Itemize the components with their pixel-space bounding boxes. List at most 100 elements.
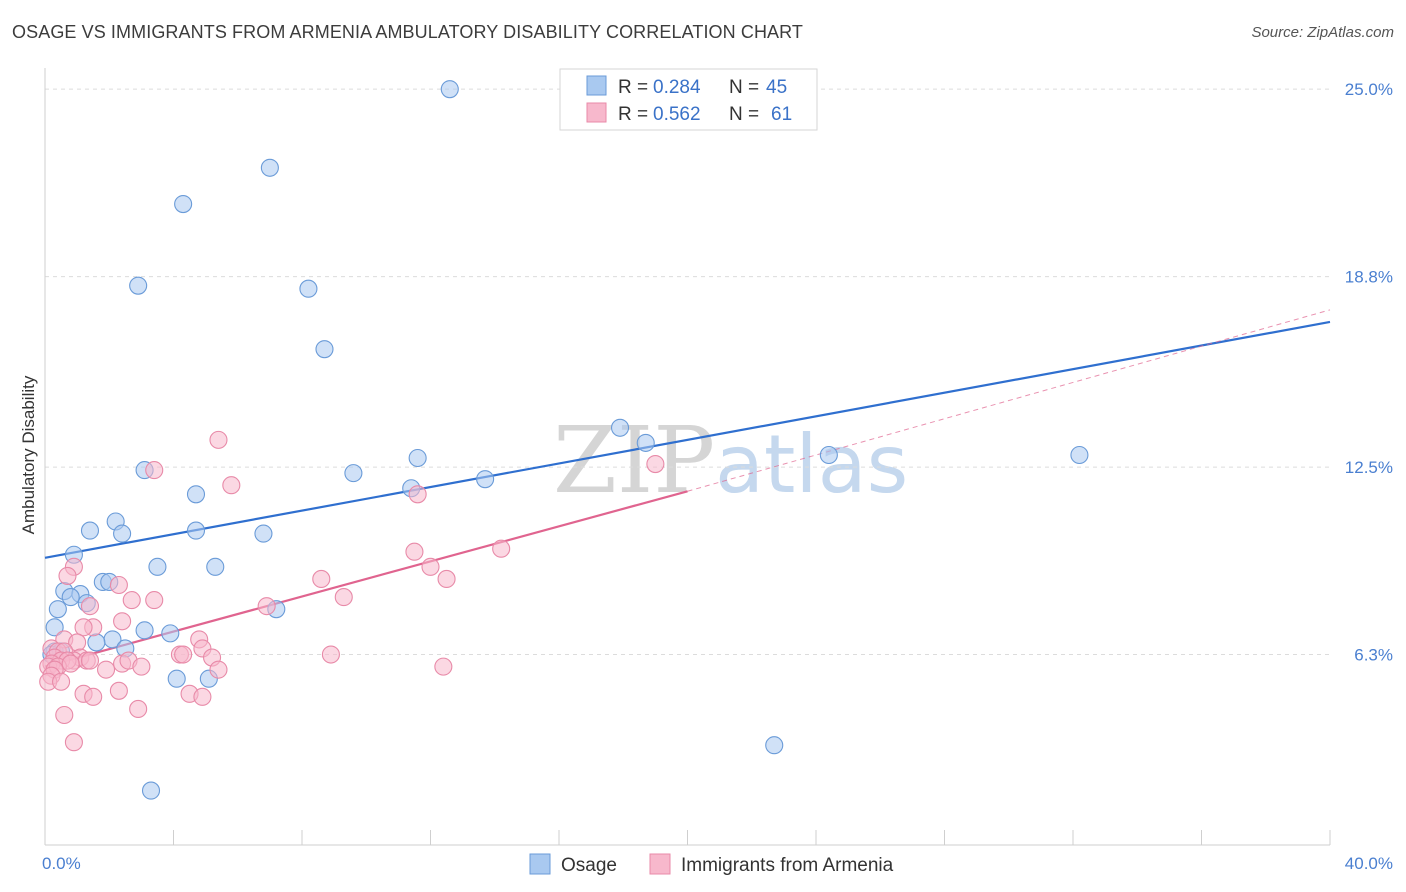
point-osage-8 <box>819 445 838 465</box>
point-armenia-30 <box>321 645 340 664</box>
point-armenia-58 <box>129 699 148 718</box>
point-armenia-2 <box>646 455 665 474</box>
trend-line-osage <box>44 320 1331 559</box>
point-armenia-59 <box>55 705 74 725</box>
trend-line-armenia-extension <box>687 309 1331 492</box>
source-label: Source: ZipAtlas.com <box>1251 24 1394 41</box>
point-osage-9 <box>1070 445 1089 465</box>
point-osage-18 <box>113 524 132 543</box>
x-tick-label-1: 40.0% <box>1345 854 1393 873</box>
point-osage-41 <box>167 669 186 688</box>
point-osage-20 <box>254 524 273 543</box>
point-osage-43 <box>765 736 784 755</box>
point-armenia-57 <box>84 687 103 706</box>
point-armenia-49 <box>132 657 151 676</box>
x-tick-labels: 0.0% 40.0% <box>42 854 1393 873</box>
point-armenia-5 <box>492 539 511 558</box>
point-osage-36 <box>87 633 106 652</box>
y-tick-label-3: 25.0% <box>1345 80 1393 99</box>
bottom-legend-swatch-osage <box>529 853 551 875</box>
point-osage-2 <box>174 195 193 214</box>
point-armenia-41 <box>61 654 80 673</box>
y-axis-label: Ambulatory Disability <box>19 375 38 534</box>
legend-r-label-osage: R = <box>618 77 648 98</box>
point-osage-23 <box>206 557 225 576</box>
legend-n-label-armenia: N = <box>729 104 759 125</box>
point-armenia-20 <box>74 618 93 637</box>
series-legend: Osage Immigrants from Armenia <box>529 853 894 876</box>
point-armenia-0 <box>209 430 228 449</box>
point-osage-32 <box>45 618 64 637</box>
y-tick-label-2: 18.8% <box>1345 268 1393 287</box>
legend-n-value-armenia: 61 <box>771 104 792 125</box>
point-armenia-48 <box>209 660 228 679</box>
legend-r-value-armenia: 0.562 <box>653 104 701 125</box>
legend-n-label-osage: N = <box>729 77 759 98</box>
trend-line-armenia <box>44 490 688 668</box>
point-osage-34 <box>161 624 180 643</box>
point-osage-7 <box>636 433 655 452</box>
gridlines <box>45 88 1330 656</box>
point-armenia-15 <box>145 591 164 610</box>
point-armenia-3 <box>222 476 241 495</box>
axes <box>44 68 1331 846</box>
point-armenia-13 <box>334 588 353 607</box>
y-tick-label-1: 12.5% <box>1345 458 1393 477</box>
point-armenia-11 <box>437 569 456 588</box>
point-armenia-12 <box>109 575 128 595</box>
point-osage-10 <box>408 448 427 468</box>
point-armenia-6 <box>405 542 424 561</box>
point-armenia-52 <box>52 672 71 691</box>
point-armenia-17 <box>80 597 100 616</box>
legend-swatch-osage <box>586 75 607 96</box>
y-tick-label-0: 6.3% <box>1354 646 1393 665</box>
point-armenia-56 <box>193 687 212 706</box>
watermark-atlas: atlas <box>715 418 908 511</box>
point-osage-3 <box>129 276 148 295</box>
bottom-legend-label-osage: Osage <box>561 855 617 876</box>
watermark: ZIP atlas <box>553 407 908 514</box>
legend-r-value-osage: 0.284 <box>653 77 701 98</box>
point-armenia-10 <box>312 569 331 588</box>
point-osage-28 <box>61 588 80 607</box>
point-armenia-7 <box>421 557 440 576</box>
y-tick-labels: 6.3% 12.5% 18.8% 25.0% <box>1345 80 1393 664</box>
point-osage-30 <box>48 600 67 619</box>
point-osage-1 <box>260 158 279 177</box>
stats-legend: R = 0.284 N = 45 R = 0.562 N = 61 <box>559 68 818 131</box>
bottom-legend-swatch-armenia <box>649 853 671 875</box>
point-osage-4 <box>299 279 318 298</box>
x-tick-label-0: 0.0% <box>42 854 81 873</box>
point-armenia-47 <box>96 660 116 679</box>
point-armenia-1 <box>145 461 164 480</box>
point-osage-44 <box>141 781 161 800</box>
data-points <box>39 80 1089 800</box>
point-osage-19 <box>186 521 206 540</box>
point-osage-13 <box>476 470 495 489</box>
point-armenia-9 <box>58 566 77 585</box>
legend-n-value-osage: 45 <box>766 77 787 98</box>
point-armenia-18 <box>113 612 132 631</box>
point-armenia-14 <box>122 591 141 610</box>
point-armenia-42 <box>80 651 100 670</box>
point-armenia-54 <box>109 681 128 700</box>
point-armenia-60 <box>64 733 83 752</box>
trend-lines <box>44 309 1331 668</box>
point-osage-15 <box>186 485 206 504</box>
point-armenia-31 <box>174 645 193 664</box>
bottom-legend-label-armenia: Immigrants from Armenia <box>681 855 894 876</box>
point-osage-0 <box>440 80 459 99</box>
point-osage-5 <box>315 340 334 359</box>
legend-r-label-armenia: R = <box>618 104 648 125</box>
point-armenia-16 <box>257 597 276 616</box>
point-osage-33 <box>135 621 154 640</box>
point-armenia-50 <box>434 657 453 676</box>
point-osage-12 <box>344 464 363 483</box>
chart-title: OSAGE VS IMMIGRANTS FROM ARMENIA AMBULAT… <box>12 22 804 42</box>
point-osage-22 <box>148 557 167 576</box>
point-osage-17 <box>80 521 100 540</box>
point-armenia-4 <box>408 485 427 504</box>
point-osage-6 <box>610 418 630 437</box>
legend-swatch-armenia <box>586 102 607 123</box>
